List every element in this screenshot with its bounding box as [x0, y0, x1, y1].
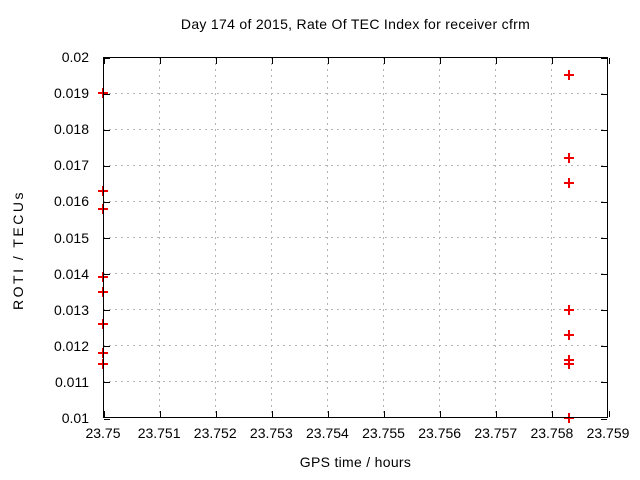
y-tick-label: 0.013 — [53, 301, 89, 318]
x-tick-mark — [384, 58, 386, 64]
x-axis-label: GPS time / hours — [299, 454, 412, 470]
x-tick-mark — [552, 58, 554, 64]
y-tick-mark — [601, 418, 607, 420]
y-tick-label: 0.012 — [53, 337, 89, 354]
x-tick-mark — [496, 58, 498, 64]
data-point-marker — [563, 178, 574, 189]
y-tick-mark — [601, 201, 607, 203]
x-tick-mark — [496, 411, 498, 417]
x-tick-mark — [440, 411, 442, 417]
marker-bar — [567, 178, 570, 189]
h-gridline — [103, 381, 608, 383]
y-tick-label: 0.018 — [53, 121, 89, 138]
x-tick-label: 23.753 — [249, 425, 293, 441]
marker-bar — [567, 358, 570, 369]
marker-bar — [567, 304, 570, 315]
y-tick-mark — [104, 310, 110, 312]
x-tick-mark — [103, 58, 105, 64]
x-tick-label: 23.757 — [474, 425, 518, 441]
h-gridline — [103, 345, 608, 347]
x-tick-mark — [440, 58, 442, 64]
x-tick-mark — [327, 411, 329, 417]
plot-area — [98, 57, 610, 423]
h-gridline — [103, 273, 608, 275]
y-tick-label: 0.016 — [53, 193, 89, 210]
x-tick-mark — [103, 411, 105, 417]
marker-bar — [567, 70, 570, 81]
x-tick-mark — [384, 411, 386, 417]
y-tick-label: 0.015 — [53, 229, 89, 246]
y-tick-mark — [104, 57, 110, 59]
y-tick-mark — [601, 238, 607, 239]
y-tick-mark — [601, 346, 607, 348]
chart-title: Day 174 of 2015, Rate Of TEC Index for r… — [180, 16, 531, 32]
y-tick-label: 0.019 — [53, 85, 89, 102]
x-tick-mark — [159, 58, 161, 64]
data-point-marker — [563, 329, 574, 340]
y-tick-mark — [601, 274, 607, 276]
x-tick-mark — [159, 411, 161, 417]
h-gridline — [103, 237, 608, 238]
x-tick-mark — [608, 411, 610, 417]
marker-bar — [567, 153, 570, 164]
data-point-marker — [563, 70, 574, 81]
y-tick-mark — [601, 165, 607, 167]
data-point-marker — [563, 304, 574, 315]
y-tick-label: 0.014 — [53, 265, 89, 282]
x-tick-mark — [552, 411, 554, 417]
x-tick-label: 23.75 — [85, 425, 121, 441]
y-tick-mark — [601, 57, 607, 59]
x-tick-label: 23.751 — [137, 425, 181, 441]
x-tick-mark — [215, 58, 217, 64]
data-point-marker — [563, 413, 574, 423]
x-tick-mark — [271, 58, 273, 64]
x-tick-mark — [215, 411, 217, 417]
y-tick-mark — [601, 129, 607, 131]
y-tick-mark — [104, 93, 110, 95]
h-gridline — [103, 309, 608, 311]
h-gridline — [103, 200, 608, 202]
y-tick-mark — [104, 165, 110, 167]
data-point-marker — [563, 358, 574, 369]
y-tick-label: 0.01 — [61, 410, 89, 426]
h-gridline — [103, 164, 608, 166]
y-tick-mark — [104, 418, 110, 420]
y-tick-mark — [104, 129, 110, 131]
y-tick-mark — [601, 382, 607, 384]
h-gridline — [103, 92, 608, 94]
x-tick-label: 23.758 — [530, 425, 574, 441]
data-point-marker — [563, 153, 574, 164]
x-tick-label: 23.752 — [193, 425, 237, 441]
y-tick-mark — [601, 310, 607, 312]
y-tick-mark — [104, 201, 110, 203]
plot-border — [103, 57, 610, 420]
y-tick-label: 0.02 — [61, 49, 89, 65]
y-tick-mark — [104, 274, 110, 276]
x-tick-label: 23.755 — [362, 425, 405, 441]
x-tick-label: 23.754 — [306, 425, 349, 441]
y-tick-mark — [104, 346, 110, 348]
y-tick-label: 0.017 — [53, 157, 89, 174]
x-tick-mark — [271, 411, 273, 417]
y-tick-mark — [104, 382, 110, 384]
x-tick-mark — [608, 58, 610, 64]
x-tick-label: 23.759 — [586, 425, 630, 441]
y-tick-label: 0.011 — [55, 373, 89, 390]
y-tick-mark — [601, 93, 607, 95]
marker-bar — [567, 329, 570, 340]
x-tick-label: 23.756 — [418, 425, 462, 441]
marker-bar — [567, 413, 570, 423]
x-tick-mark — [327, 58, 329, 64]
h-gridline — [103, 128, 608, 130]
y-tick-mark — [104, 238, 110, 239]
